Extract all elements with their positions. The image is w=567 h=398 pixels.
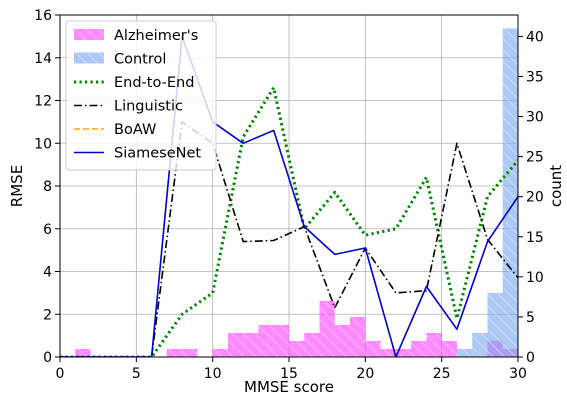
histogram-bar-hatch (304, 332, 320, 357)
histogram-bar-hatch (487, 292, 503, 357)
histogram-bar-hatch (502, 28, 518, 357)
x-tick-label: 30 (509, 366, 527, 382)
histogram-bar-hatch (395, 348, 412, 357)
y2-tick-label: 40 (526, 29, 544, 45)
legend: Alzheimer's Control End-to-End Linguistic Bo… (65, 20, 217, 171)
y-tick-label: 0 (43, 350, 52, 366)
y2-tick-label: 5 (526, 310, 535, 326)
y2-tick-label: 35 (526, 69, 544, 85)
y-axis-ticks: 0 2 4 6 8 10 12 14 16 (34, 8, 60, 366)
legend-swatch-hatch (74, 29, 104, 40)
histogram-bar-hatch (426, 332, 442, 357)
y-tick-label: 8 (43, 179, 52, 195)
histogram-bar-hatch (380, 348, 396, 357)
y2-tick-label: 0 (526, 350, 535, 366)
y-tick-label: 4 (43, 265, 52, 281)
y2-tick-label: 10 (526, 270, 544, 286)
histogram-bar-hatch (472, 332, 488, 357)
y2-tick-label: 15 (526, 230, 544, 246)
legend-label: Control (114, 52, 166, 68)
legend-label: SiameseNet (114, 146, 201, 162)
y2-axis-ticks: 0 5 10 15 20 25 30 35 40 (518, 29, 544, 366)
y-axis-label: RMSE (8, 165, 26, 207)
legend-label: BoAW (114, 122, 156, 138)
histogram-bar-hatch (243, 332, 259, 357)
legend-label: End-to-End (114, 75, 194, 91)
series-line (60, 121, 518, 357)
histogram-bar-hatch (258, 324, 274, 357)
y2-tick-label: 20 (526, 190, 544, 206)
legend-swatch-hatch (74, 52, 104, 64)
histogram-bar-hatch (75, 348, 91, 357)
y-tick-label: 10 (34, 136, 52, 152)
histogram-bar-hatch (441, 340, 457, 357)
histogram-bar-hatch (166, 348, 183, 357)
histogram-bar-hatch (411, 340, 427, 357)
y2-tick-label: 25 (526, 150, 544, 166)
x-tick-label: 10 (204, 366, 222, 382)
histogram-bars (75, 28, 518, 357)
x-tick-label: 25 (433, 366, 451, 382)
histogram-bar-hatch (319, 300, 335, 357)
histogram-bar-hatch (227, 332, 244, 357)
y2-tick-label: 30 (526, 110, 544, 126)
histogram-bar-hatch (456, 348, 473, 357)
histogram-bar-hatch (334, 324, 351, 357)
x-axis-label: MMSE score (244, 378, 334, 396)
histogram-bar-hatch (350, 316, 366, 357)
y-tick-label: 14 (34, 51, 52, 67)
histogram-bar-hatch (182, 348, 198, 357)
series-line (60, 86, 518, 357)
y-tick-label: 12 (34, 94, 52, 110)
y2-axis-label: count (547, 165, 565, 207)
x-tick-label: 20 (356, 366, 374, 382)
y-tick-label: 6 (43, 222, 52, 238)
x-tick-label: 5 (132, 366, 141, 382)
x-tick-label: 15 (280, 366, 298, 382)
y-tick-label: 2 (43, 307, 52, 323)
histogram-bar-hatch (212, 348, 228, 357)
histogram-bar-hatch (273, 324, 289, 357)
x-axis-ticks: 0 5 10 15 20 25 30 (56, 357, 527, 382)
x-tick-label: 0 (56, 366, 65, 382)
legend-label: Linguistic (114, 99, 183, 115)
histogram-bar-hatch (365, 340, 381, 357)
y-tick-label: 16 (34, 8, 52, 24)
histogram-bar-hatch (289, 340, 305, 357)
legend-label: Alzheimer's (114, 28, 198, 44)
